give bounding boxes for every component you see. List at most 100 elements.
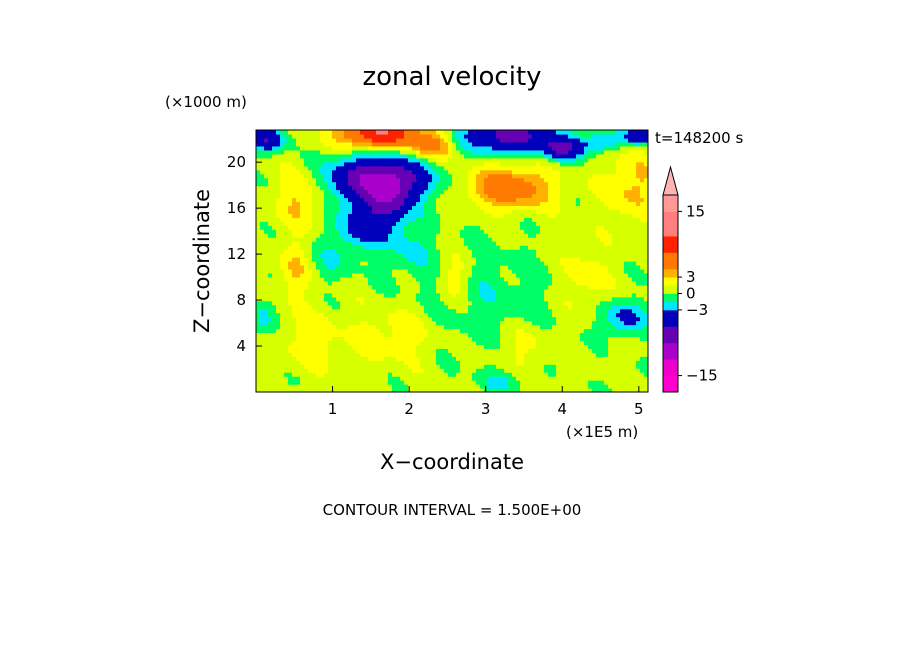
contour-cell — [580, 245, 585, 250]
contour-cell — [600, 388, 605, 392]
contour-cell — [548, 241, 553, 246]
contour-cell — [608, 241, 613, 246]
contour-cell — [308, 304, 313, 310]
contour-cell — [540, 384, 545, 389]
contour-cell — [588, 300, 593, 306]
contour-cell — [340, 288, 345, 294]
contour-cell — [312, 300, 317, 306]
contour-cell — [604, 292, 609, 298]
contour-cell — [548, 249, 553, 254]
contour-cell — [520, 320, 525, 326]
contour-cell — [336, 344, 341, 349]
contour-cell — [552, 292, 557, 298]
contour-cell — [440, 320, 445, 326]
contour-cell — [444, 249, 449, 254]
contour-cell — [260, 249, 265, 254]
contour-cell — [524, 364, 529, 369]
contour-cell — [560, 296, 565, 302]
contour-cell — [456, 217, 461, 222]
contour-cell — [268, 268, 273, 274]
contour-cell — [448, 221, 453, 226]
contour-cell — [360, 213, 365, 218]
contour-cell — [436, 340, 441, 345]
contour-cell — [396, 316, 401, 322]
contour-cell — [632, 352, 637, 357]
contour-cell — [548, 300, 553, 306]
contour-cell — [384, 384, 389, 389]
contour-cell — [276, 288, 281, 294]
contour-cell — [468, 221, 473, 226]
contour-cell — [404, 249, 409, 254]
contour-cell — [444, 304, 449, 310]
contour-cell — [432, 380, 437, 385]
contour-cell — [272, 316, 277, 322]
contour-cell — [628, 288, 633, 294]
contour-cell — [360, 296, 365, 302]
contour-cell — [336, 384, 341, 389]
contour-cell — [276, 261, 281, 266]
contour-cell — [288, 364, 293, 369]
contour-cell — [572, 312, 577, 318]
contour-cell — [556, 201, 561, 207]
contour-cell — [452, 364, 457, 369]
contour-cell — [576, 245, 581, 250]
contour-cell — [604, 340, 609, 345]
contour-cell — [588, 217, 593, 222]
contour-cell — [372, 368, 377, 373]
contour-cell — [336, 328, 341, 334]
contour-cell — [384, 221, 389, 226]
contour-cell — [636, 201, 641, 207]
contour-cell — [400, 237, 405, 242]
contour-cell — [380, 296, 385, 302]
contour-cell — [424, 261, 429, 266]
contour-cell — [468, 332, 473, 338]
contour-cell — [304, 284, 309, 290]
contour-cell — [616, 316, 621, 322]
contour-cell — [412, 249, 417, 254]
contour-cell — [392, 217, 397, 222]
contour-cell — [640, 257, 645, 262]
contour-cell — [412, 245, 417, 250]
contour-cell — [444, 245, 449, 250]
contour-cell — [408, 241, 413, 246]
contour-cell — [300, 272, 305, 278]
contour-cell — [512, 217, 517, 222]
contour-cell — [336, 205, 341, 210]
contour-cell — [552, 388, 557, 392]
contour-cell — [604, 205, 609, 210]
contour-cell — [288, 245, 293, 250]
contour-cell — [388, 364, 393, 369]
contour-cell — [504, 245, 509, 250]
contour-cell — [300, 296, 305, 302]
contour-cell — [556, 336, 561, 341]
contour-cell — [304, 372, 309, 377]
contour-cell — [276, 336, 281, 341]
contour-cell — [344, 368, 349, 373]
contour-cell — [300, 368, 305, 373]
contour-cell — [468, 384, 473, 389]
contour-cell — [464, 272, 469, 278]
contour-cell — [280, 388, 285, 392]
contour-cell — [496, 336, 501, 341]
contour-cell — [624, 237, 629, 242]
contour-cell — [332, 237, 337, 242]
contour-cell — [432, 249, 437, 254]
contour-cell — [432, 384, 437, 389]
contour-cell — [324, 312, 329, 318]
contour-cell — [552, 308, 557, 314]
contour-cell — [400, 272, 405, 278]
contour-cell — [360, 308, 365, 314]
contour-cell — [640, 380, 645, 385]
contour-cell — [296, 384, 301, 389]
contour-cell — [368, 300, 373, 306]
contour-cell — [464, 356, 469, 361]
contour-cell — [348, 237, 353, 242]
contour-cell — [296, 344, 301, 349]
contour-cell — [504, 213, 509, 218]
contour-cell — [372, 272, 377, 278]
contour-cell — [312, 221, 317, 226]
contour-cell — [536, 296, 541, 302]
contour-cell — [552, 276, 557, 282]
contour-cell — [260, 344, 265, 349]
contour-cell — [476, 340, 481, 345]
